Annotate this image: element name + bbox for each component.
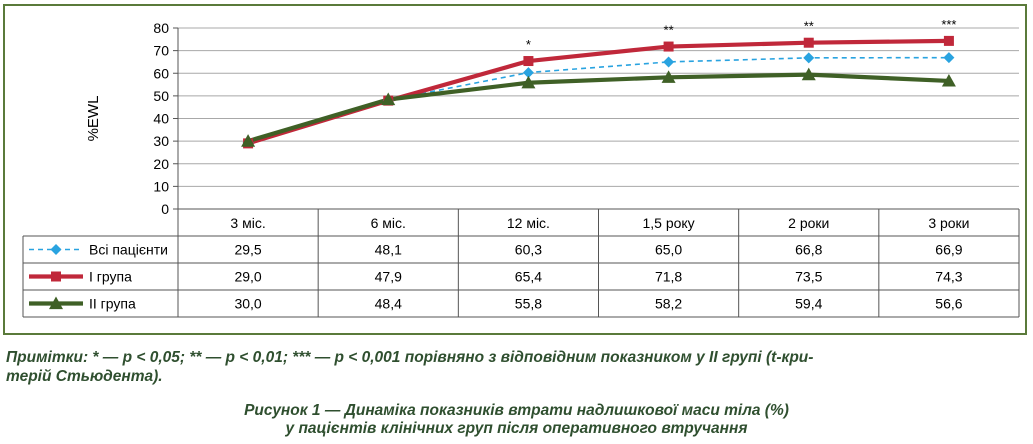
data-point bbox=[803, 37, 814, 48]
data-table-value: 74,3 bbox=[935, 269, 962, 285]
caption-line-1: Рисунок 1 — Динаміка показників втрати н… bbox=[244, 402, 789, 419]
data-table-value: 59,4 bbox=[795, 296, 822, 312]
legend-marker bbox=[51, 271, 61, 282]
series-line-1 bbox=[247, 38, 949, 146]
data-table-value: 55,8 bbox=[515, 296, 542, 312]
y-tick-label: 60 bbox=[153, 65, 169, 81]
figure-caption: Рисунок 1 — Динаміка показників втрати н… bbox=[0, 402, 1033, 438]
caption-line-2: у пацієнтів клінічних груп після операти… bbox=[285, 420, 748, 437]
y-tick-label: 30 bbox=[153, 133, 169, 149]
x-tick-label: 6 міс. bbox=[371, 215, 406, 231]
notes-line-2: терій Стьюдента). bbox=[6, 368, 163, 385]
data-point bbox=[941, 73, 956, 87]
data-point bbox=[381, 92, 396, 106]
data-table-value: 48,4 bbox=[375, 296, 402, 312]
data-point bbox=[241, 134, 256, 147]
ewl-line-chart: 0 10 20 30 40 50 60 70 80 %EWL 3 міс. 6 міс. 12 міс.… bbox=[22, 17, 1020, 318]
significance-annotation: * bbox=[526, 37, 531, 52]
data-point bbox=[663, 56, 675, 68]
data-table-value: 65,4 bbox=[515, 269, 542, 285]
chart-frame: 0 10 20 30 40 50 60 70 80 %EWL 3 міс. 6 міс. 12 міс.… bbox=[3, 4, 1027, 335]
data-table-value: 58,2 bbox=[655, 296, 682, 312]
x-tick-label: 2 роки bbox=[788, 215, 829, 231]
legend-marker bbox=[50, 244, 62, 255]
significance-annotation: ** bbox=[664, 23, 674, 38]
significance-annotation: *** bbox=[941, 17, 956, 32]
data-point bbox=[663, 41, 674, 52]
data-point bbox=[801, 67, 816, 81]
data-point bbox=[661, 70, 676, 83]
data-point bbox=[522, 67, 534, 79]
y-axis-label: %EWL bbox=[85, 96, 102, 142]
y-tick-label: 20 bbox=[153, 156, 169, 172]
data-point bbox=[521, 75, 536, 89]
data-table-value: 29,5 bbox=[234, 242, 261, 258]
data-table-value: 65,0 bbox=[655, 242, 682, 258]
x-tick-label: 1,5 року bbox=[642, 215, 694, 231]
x-tick-label: 3 роки bbox=[928, 215, 969, 231]
y-tick-label: 10 bbox=[153, 178, 169, 194]
data-table-value: 48,1 bbox=[375, 242, 402, 258]
legend-entry-label: I група bbox=[89, 269, 132, 285]
data-point bbox=[803, 52, 815, 64]
data-table-value: 29,0 bbox=[234, 269, 261, 285]
data-table-value: 66,9 bbox=[935, 242, 962, 258]
data-table-value: 56,6 bbox=[935, 296, 962, 312]
x-tick-label: 3 міс. bbox=[230, 215, 265, 231]
data-point bbox=[943, 35, 954, 46]
y-tick-label: 80 bbox=[153, 20, 169, 36]
data-table-value: 71,8 bbox=[655, 269, 682, 285]
legend-entry-label: II група bbox=[89, 296, 136, 312]
data-point bbox=[523, 56, 534, 67]
legend-marker bbox=[49, 296, 63, 310]
data-table-value: 60,3 bbox=[515, 242, 542, 258]
significance-annotation: ** bbox=[804, 19, 814, 34]
y-tick-label: 40 bbox=[153, 111, 169, 127]
legend-entry-label: Всі пацієнти bbox=[89, 242, 168, 258]
notes-line-1: Примітки: * — p < 0,05; ** — p < 0,01; *… bbox=[6, 349, 814, 366]
data-table-value: 30,0 bbox=[234, 296, 261, 312]
data-table-value: 47,9 bbox=[375, 269, 402, 285]
y-tick-label: 70 bbox=[153, 43, 169, 59]
data-point bbox=[943, 52, 955, 64]
data-table-value: 66,8 bbox=[795, 242, 822, 258]
series-line-2 bbox=[247, 72, 950, 144]
series-line-0 bbox=[247, 56, 949, 144]
y-tick-label: 0 bbox=[161, 201, 169, 217]
y-tick-label: 50 bbox=[153, 88, 169, 104]
data-table-value: 73,5 bbox=[795, 269, 822, 285]
chart-notes: Примітки: * — p < 0,05; ** — p < 0,01; *… bbox=[6, 348, 1026, 386]
x-tick-label: 12 міс. bbox=[507, 215, 550, 231]
